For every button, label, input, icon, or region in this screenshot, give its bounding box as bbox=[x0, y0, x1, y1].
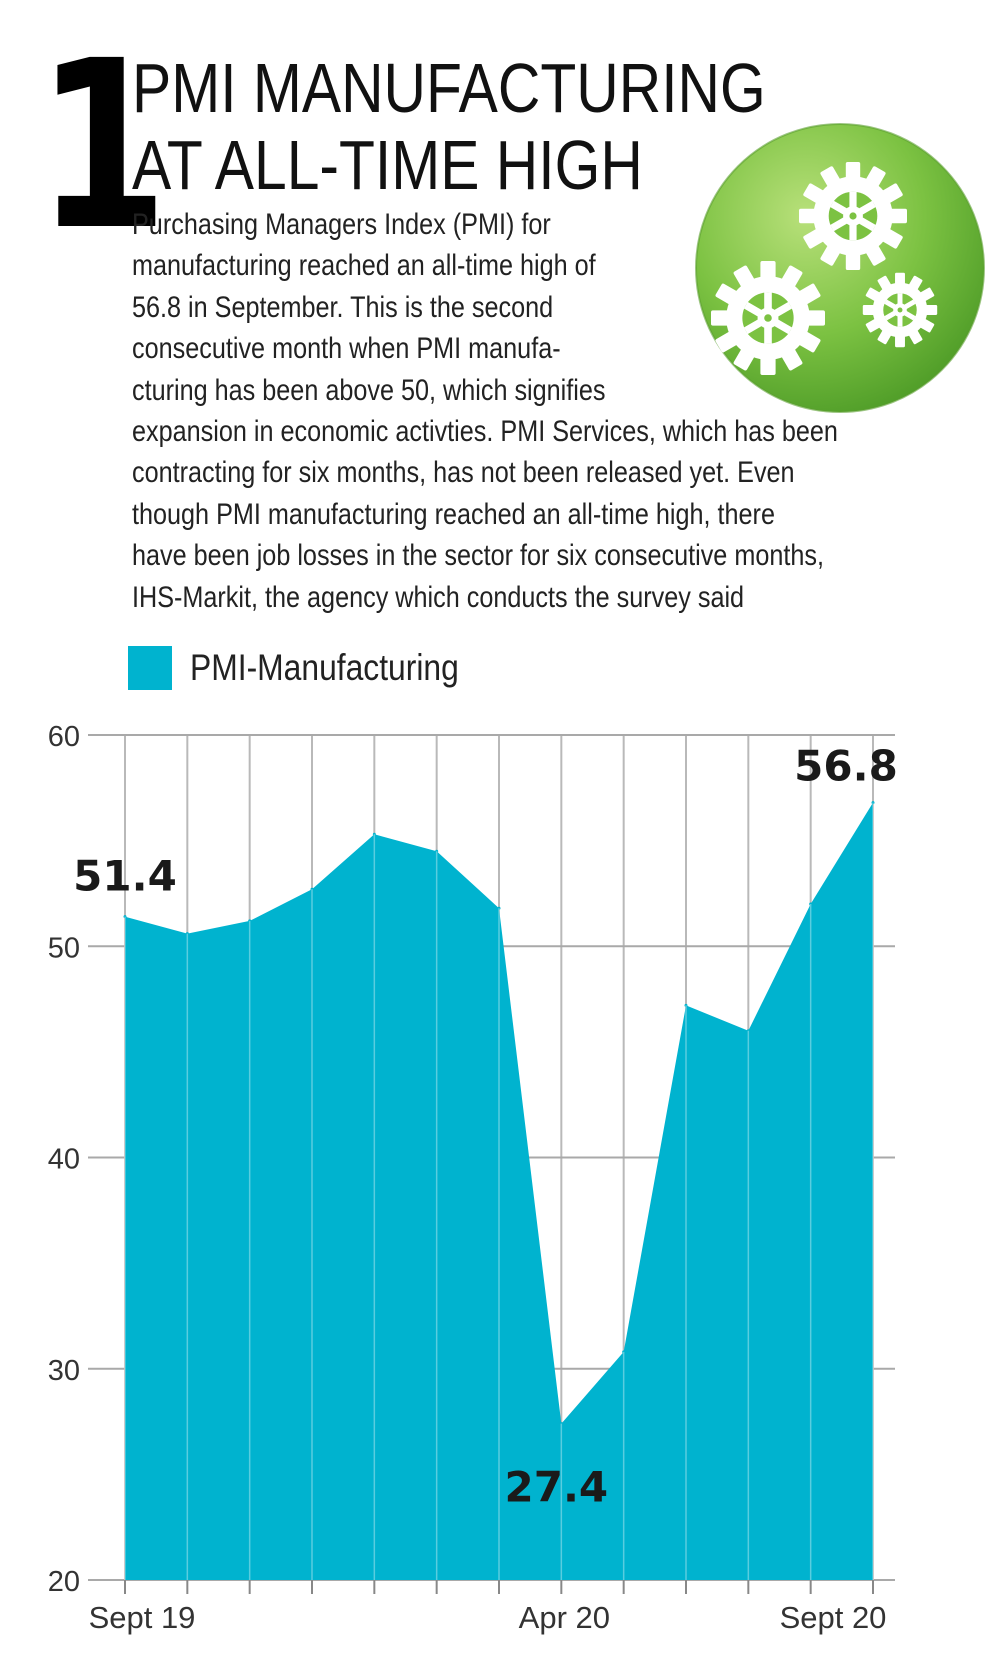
description-line-9: have been job losses in the sector for s… bbox=[132, 539, 824, 573]
y-tick-label: 60 bbox=[48, 721, 80, 753]
headline-title-line-2: AT ALL-TIME HIGH bbox=[132, 126, 643, 204]
value-label: 51.4 bbox=[73, 852, 177, 901]
data-point bbox=[310, 887, 314, 891]
headline-title-line-1: PMI MANUFACTURING bbox=[132, 49, 766, 127]
y-tick-label: 40 bbox=[48, 1144, 80, 1176]
data-point bbox=[871, 801, 875, 805]
data-point bbox=[809, 902, 813, 906]
legend-label: PMI-Manufacturing bbox=[190, 647, 459, 688]
x-tick-label: Apr 20 bbox=[519, 1600, 610, 1635]
chart-area bbox=[123, 801, 875, 1580]
description-line-6: expansion in economic activties. PMI Ser… bbox=[132, 415, 838, 449]
headline-number: 1 bbox=[36, 11, 168, 281]
data-point bbox=[746, 1029, 750, 1033]
value-labels: 51.4 27.4 56.8 bbox=[73, 742, 898, 1512]
data-point bbox=[559, 1422, 563, 1426]
description-line-2: manufacturing reached an all-time high o… bbox=[132, 249, 596, 283]
description-line-8: though PMI manufacturing reached an all-… bbox=[132, 497, 775, 531]
description-line-10: IHS-Markit, the agency which conducts th… bbox=[132, 580, 745, 614]
x-axis-ticks: Sept 19 Apr 20 Sept 20 bbox=[89, 1580, 887, 1635]
series-area-pmi-manufacturing bbox=[125, 802, 873, 1580]
headline-title: PMI MANUFACTURING AT ALL-TIME HIGH bbox=[132, 50, 766, 204]
data-point bbox=[497, 906, 501, 910]
description-line-5: cturing has been above 50, which signifi… bbox=[132, 373, 606, 407]
value-label: 56.8 bbox=[794, 742, 898, 791]
y-tick-label: 50 bbox=[48, 932, 80, 964]
data-point bbox=[622, 1350, 626, 1354]
chart-vertical-grid bbox=[124, 802, 874, 1580]
description-paragraph: Purchasing Managers Index (PMI) for manu… bbox=[132, 204, 884, 618]
description-line-7: contracting for six months, has not been… bbox=[132, 456, 795, 490]
data-point bbox=[435, 849, 439, 853]
description-line-3: 56.8 in September. This is the second bbox=[132, 290, 554, 324]
value-label: 27.4 bbox=[505, 1463, 609, 1512]
description-line-1: Purchasing Managers Index (PMI) for bbox=[132, 208, 551, 241]
data-point bbox=[185, 932, 189, 936]
data-point bbox=[372, 832, 376, 836]
data-point bbox=[123, 915, 127, 919]
pmi-area-chart: 20 30 40 50 60 Sept 19 Apr 20 Sept 20 51.4 27.4… bbox=[48, 721, 898, 1635]
legend-swatch bbox=[128, 646, 172, 690]
y-tick-label: 30 bbox=[48, 1355, 80, 1387]
y-axis-ticks: 20 30 40 50 60 bbox=[48, 721, 80, 1598]
data-point bbox=[684, 1003, 688, 1007]
data-point bbox=[248, 919, 252, 923]
description-line-4: consecutive month when PMI manufa- bbox=[132, 332, 561, 366]
gears-icon bbox=[695, 123, 985, 413]
y-tick-label: 20 bbox=[48, 1566, 80, 1598]
x-tick-label: Sept 20 bbox=[780, 1600, 887, 1635]
x-tick-label: Sept 19 bbox=[89, 1600, 196, 1635]
